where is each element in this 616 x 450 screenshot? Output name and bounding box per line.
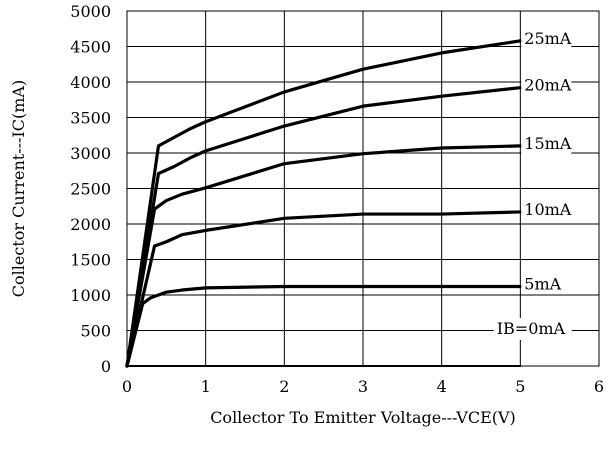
x-tick-label: 2 — [279, 377, 289, 396]
series-label: 15mA — [524, 134, 572, 153]
series-label-background — [521, 133, 572, 154]
y-tick-label: 5000 — [70, 2, 111, 21]
y-tick-label: 1500 — [70, 251, 111, 270]
series-line — [125, 210, 522, 368]
series-labels: 25mA 20mA 15mA 10mA 5mA IB=0mA — [493, 28, 572, 340]
y-tick-label: 2500 — [70, 180, 111, 199]
y-tick-label: 1000 — [70, 286, 111, 305]
x-tick-label: 5 — [515, 377, 525, 396]
x-tick-label: 1 — [201, 377, 211, 396]
series-line — [125, 144, 522, 368]
series-line — [125, 39, 522, 368]
x-axis-label: Collector To Emitter Voltage---VCE(V) — [210, 408, 516, 427]
series-label-background — [521, 199, 572, 220]
y-tick-label: 0 — [101, 357, 111, 376]
series-label-background — [521, 28, 572, 49]
y-tick-label: 3500 — [70, 109, 111, 128]
plot-frame — [126, 10, 600, 367]
x-tick-labels: 0 1 2 3 4 5 6 — [122, 377, 604, 396]
series-line — [125, 86, 522, 368]
y-tick-label: 3000 — [70, 144, 111, 163]
x-tick-label: 6 — [594, 377, 604, 396]
series-label: 20mA — [524, 76, 572, 95]
series-label: 10mA — [524, 200, 572, 219]
y-tick-label: 4000 — [70, 73, 111, 92]
series-label-background — [521, 75, 572, 96]
y-tick-labels: 0 500 1000 1500 2000 2500 3000 3500 4000 4500 5000 — [70, 2, 111, 376]
series-label: IB=0mA — [497, 319, 566, 338]
series-label-background — [493, 318, 572, 340]
series-label-background — [521, 274, 572, 295]
y-axis-label: Collector Current---IC(mA) — [9, 80, 28, 297]
series-label: 25mA — [524, 29, 572, 48]
x-tick-label: 4 — [437, 377, 447, 396]
y-tick-label: 2000 — [70, 215, 111, 234]
series-line — [125, 284, 522, 368]
y-tick-label: 500 — [80, 322, 111, 341]
y-tick-label: 4500 — [70, 38, 111, 57]
x-tick-label: 0 — [122, 377, 132, 396]
series-label: 5mA — [524, 274, 561, 293]
x-tick-label: 3 — [358, 377, 368, 396]
